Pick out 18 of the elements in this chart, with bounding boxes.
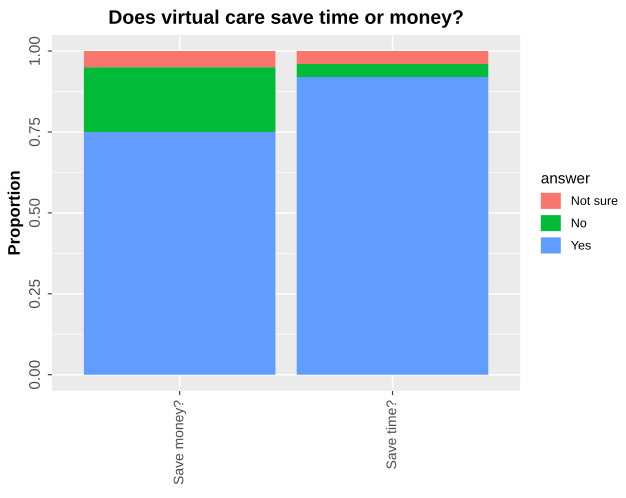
bar xyxy=(296,64,488,77)
bar xyxy=(84,67,276,132)
chart-title: Does virtual care save time or money? xyxy=(110,10,463,28)
x-tick-label: Save time? xyxy=(386,400,396,469)
legend-label: Yes xyxy=(571,240,591,250)
legend-label: Not sure xyxy=(572,196,618,206)
bar xyxy=(296,51,488,64)
y-tick-label: 0.75 xyxy=(29,118,40,146)
legend-label: No xyxy=(572,218,586,228)
y-axis-title: Proportion xyxy=(8,171,24,254)
legend-title: answer xyxy=(541,175,590,184)
y-tick-label: 0.50 xyxy=(29,198,40,228)
y-tick-label: 0.25 xyxy=(29,280,40,308)
bar xyxy=(84,51,276,68)
y-tick-label: 1.00 xyxy=(29,36,40,65)
y-tick-label: 0.00 xyxy=(29,360,40,390)
bar xyxy=(84,132,276,375)
x-tick-label: Save money? xyxy=(174,400,186,484)
